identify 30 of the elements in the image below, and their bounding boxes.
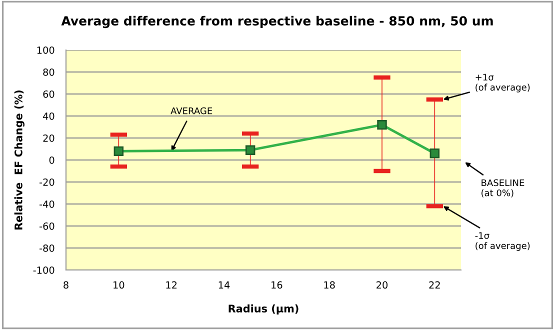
y-tick-label: 40 [42,112,54,120]
x-tick-label: 12 [166,281,177,288]
x-tick-label: 18 [324,281,335,289]
text: BASELINE (at 0%) [482,179,524,198]
x-tick-label: 16 [272,281,282,289]
text: +1σ (of average) [476,74,530,92]
y-tick-label: 0 [49,156,54,164]
y-tick-label: 60 [43,90,54,98]
y-tick-label: -60 [39,222,54,230]
x-tick-label: 10 [114,281,124,289]
point [377,120,387,130]
y-axis-title: Relative EF Change (%) [14,90,24,230]
y-tick-label: -100 [33,266,54,274]
y-tick-label: 100 [37,46,54,54]
chart-title: Average difference from respective baseline - 850 nm, 50 um [61,16,493,28]
y-tick-label: 80 [43,68,54,76]
point [245,145,256,155]
y-tick-label: -20 [39,178,54,186]
point [114,146,124,156]
x-axis-title: Radius (µm) [228,304,298,314]
x-tick-label: 14 [218,281,230,288]
text: -1σ (of average) [475,232,530,251]
y-tick-label: -40 [39,200,54,208]
y-tick-label: -80 [39,244,54,252]
x-tick-label: 8 [64,281,68,289]
x-tick-label: 20 [376,281,388,289]
annotation: AVERAGE [170,107,212,114]
y-tick-label: 20 [43,134,54,142]
x-tick-label: 22 [429,281,440,288]
point [430,148,440,158]
